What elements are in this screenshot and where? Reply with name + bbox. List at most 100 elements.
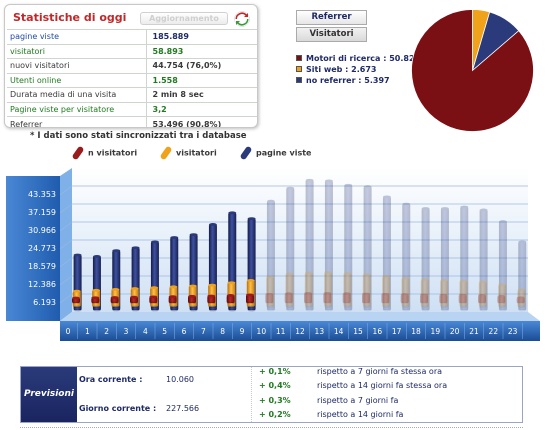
bar-shadow bbox=[342, 301, 351, 305]
forecast-desc: rispetto a 14 giorni fa stessa ora bbox=[317, 381, 448, 390]
bar-shadow bbox=[72, 301, 80, 305]
bar-shadow bbox=[246, 305, 255, 308]
stats-row-utenti-online: Utenti online 1.558 bbox=[7, 72, 257, 88]
bar-shadow bbox=[208, 308, 217, 312]
bar-shadow bbox=[189, 308, 198, 312]
bar-cap bbox=[304, 292, 312, 295]
bottom-rule bbox=[20, 427, 523, 428]
bar-cap bbox=[188, 294, 196, 298]
bar-cap bbox=[517, 288, 526, 292]
bar-body bbox=[246, 294, 254, 303]
bar-body bbox=[497, 296, 506, 303]
x-tick-label: 0 bbox=[66, 327, 71, 336]
bar-cap bbox=[382, 275, 391, 279]
grid-line bbox=[59, 203, 73, 214]
bar-cap bbox=[131, 246, 140, 250]
bar-shadow bbox=[73, 308, 82, 312]
chart-legend-label: visitatori bbox=[176, 148, 217, 158]
bar-body bbox=[168, 296, 177, 303]
bar-cap bbox=[266, 199, 275, 203]
bar-cap bbox=[323, 292, 332, 295]
forecast-pct: + 0,4% bbox=[259, 381, 291, 390]
bar-cap bbox=[73, 253, 82, 257]
bar-cap bbox=[381, 292, 390, 296]
legend-motori-di-ricerca: Motori di ricerca : 50.823 bbox=[296, 54, 420, 63]
bar-cap bbox=[324, 271, 333, 274]
x-tick-label: 10 bbox=[257, 327, 267, 336]
stats-title: Statistiche di oggi bbox=[13, 11, 127, 24]
bar-body bbox=[478, 295, 486, 303]
forecast-pct: + 0,3% bbox=[259, 396, 291, 405]
stats-value: 53.496 (90,8%) bbox=[146, 116, 257, 127]
bar-shadow bbox=[323, 301, 332, 305]
bar-cap bbox=[498, 220, 507, 223]
bar-cap bbox=[498, 283, 507, 287]
bar-cap bbox=[188, 284, 197, 288]
bar-cap bbox=[246, 293, 254, 297]
bar-cap bbox=[440, 279, 449, 282]
bar-shadow bbox=[421, 308, 430, 312]
stats-value: 58.893 bbox=[146, 43, 257, 59]
stats-label: Pagine viste per visitatore bbox=[7, 101, 147, 117]
bar-cap bbox=[421, 207, 430, 210]
bar-shadow bbox=[498, 308, 507, 312]
bar-cap bbox=[516, 296, 525, 300]
bar-shadow bbox=[284, 301, 293, 305]
bar-cap bbox=[91, 296, 100, 300]
bar-body bbox=[516, 297, 525, 303]
bar-n-visitatori-h17 bbox=[400, 293, 409, 305]
bar-cap bbox=[170, 236, 179, 239]
referrer-pie-chart bbox=[411, 9, 534, 132]
bar-body bbox=[265, 294, 274, 303]
bar-n-visitatori-h1 bbox=[91, 296, 100, 305]
bar-cap bbox=[228, 211, 237, 215]
bar-cap bbox=[111, 288, 120, 291]
x-tick-label: 1 bbox=[85, 327, 90, 336]
x-tick-label: 18 bbox=[411, 327, 421, 336]
referrer-tab-button[interactable]: Referrer bbox=[296, 10, 367, 25]
bar-cap bbox=[420, 278, 429, 281]
bar-body bbox=[130, 297, 138, 303]
bar-shadow bbox=[91, 301, 100, 305]
x-tick-label: 15 bbox=[353, 327, 363, 336]
y-tick-label: 24.773 bbox=[28, 244, 56, 253]
x-tick-label: 14 bbox=[334, 327, 344, 336]
bar-cap bbox=[150, 286, 159, 290]
bar-cap bbox=[459, 279, 468, 283]
x-tick-label: 6 bbox=[182, 327, 187, 336]
y-axis-panel bbox=[6, 176, 60, 321]
bar-body bbox=[226, 295, 235, 303]
stats-row-visitatori: visitatori 58.893 bbox=[7, 43, 257, 59]
bar-cap bbox=[150, 240, 159, 244]
legend-swatch bbox=[296, 55, 302, 61]
x-tick-label: 3 bbox=[124, 327, 129, 336]
forecast-pct: + 0,2% bbox=[259, 410, 291, 419]
bar-cap bbox=[149, 295, 158, 299]
stats-label: nuovi visitatori bbox=[7, 58, 147, 73]
bar-body bbox=[420, 294, 428, 303]
bar-n-visitatori-h21 bbox=[478, 294, 486, 305]
refresh-icon[interactable] bbox=[234, 11, 250, 27]
bar-n-visitatori-h2 bbox=[110, 296, 119, 305]
bar-body bbox=[458, 295, 467, 303]
bar-shadow bbox=[208, 305, 217, 308]
stats-label: Utenti online bbox=[7, 72, 147, 88]
bar-shadow bbox=[439, 301, 448, 305]
update-button[interactable]: Aggiornamento bbox=[140, 12, 228, 25]
legend-swatch bbox=[296, 66, 302, 72]
legend-label: no referrer : 5.397 bbox=[306, 76, 390, 85]
bar-cap bbox=[363, 185, 372, 189]
bar-shadow bbox=[228, 308, 237, 312]
bar-cap bbox=[362, 273, 371, 277]
visitatori-tab-button[interactable]: Visitatori bbox=[296, 27, 367, 42]
x-tick-label: 8 bbox=[220, 327, 225, 336]
bar-shadow bbox=[420, 301, 428, 305]
stats-label: Referrer bbox=[7, 116, 147, 127]
bar-shadow bbox=[265, 301, 274, 305]
bar-n-visitatori-h9 bbox=[246, 293, 254, 305]
legend-no-referrer: no referrer : 5.397 bbox=[296, 76, 390, 85]
grid-line bbox=[59, 293, 73, 304]
stats-table: pagine viste 185.889 visitatori 58.893 n… bbox=[7, 29, 257, 127]
bar-shadow bbox=[324, 305, 333, 308]
bar-n-visitatori-h10 bbox=[265, 292, 274, 305]
